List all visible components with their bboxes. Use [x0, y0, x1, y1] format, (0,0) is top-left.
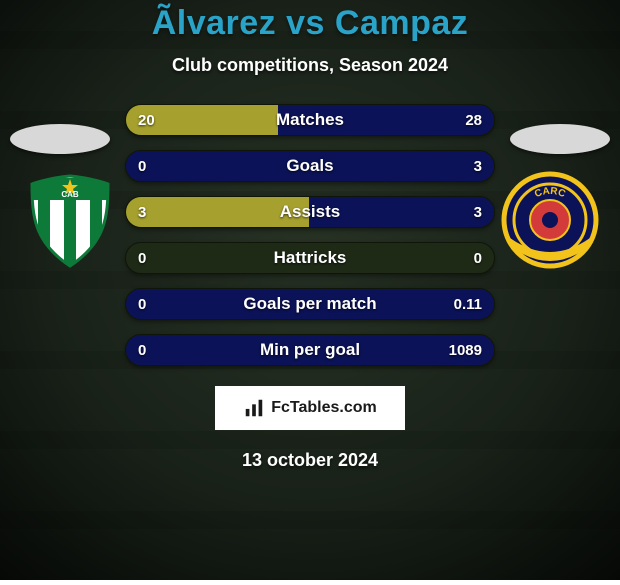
bar-fill-left: [126, 105, 280, 135]
stats-container: Matches2028 Goals03 Assists33 Hattricks0 0 Go…: [0, 104, 620, 366]
bar-fill-right: [125, 151, 494, 181]
bar-fill-right: [125, 289, 494, 319]
chart-icon: [243, 397, 265, 419]
stat-value-right: 0: [474, 243, 482, 273]
bar-fill-left: [126, 197, 311, 227]
stat-row: Goals per match00.11: [125, 288, 495, 320]
stat-value-left: 0: [138, 243, 146, 273]
attribution-badge: FcTables.com: [215, 386, 405, 430]
subtitle: Club competitions, Season 2024: [172, 55, 448, 76]
date-text: 13 october 2024: [242, 450, 378, 471]
stat-row: Matches2028: [125, 104, 495, 136]
bar-fill-right: [309, 197, 494, 227]
bar-fill-right: [125, 335, 494, 365]
stat-row: Assists33: [125, 196, 495, 228]
page-title: Ãlvarez vs Campaz: [152, 4, 469, 43]
bar-fill-right: [278, 105, 494, 135]
stat-row: Hattricks0 0: [125, 242, 495, 274]
attribution-text: FcTables.com: [271, 399, 377, 417]
stat-label: Hattricks: [126, 243, 494, 273]
stat-row: Goals03: [125, 150, 495, 182]
stat-row: Min per goal01089: [125, 334, 495, 366]
